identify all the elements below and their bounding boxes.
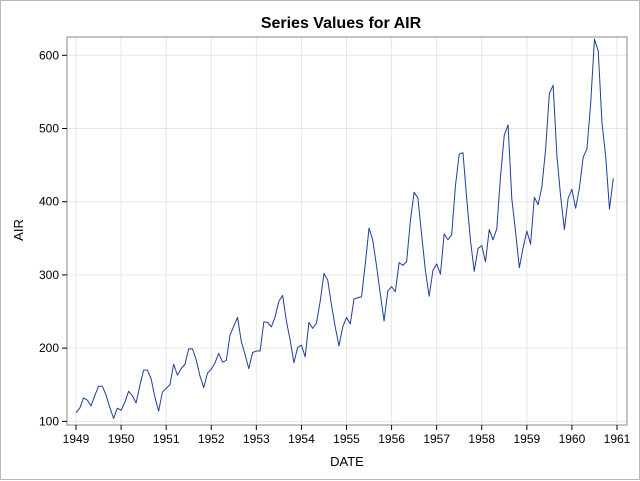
y-tick-label: 200 <box>39 341 59 355</box>
series-layer <box>75 38 614 419</box>
y-tick-label: 300 <box>39 268 59 282</box>
y-tick-label: 100 <box>39 414 59 428</box>
chart-title: Series Values for AIR <box>261 15 422 32</box>
y-tick-label: 600 <box>39 48 59 62</box>
x-tick-label: 1960 <box>559 432 586 446</box>
x-axis-label: DATE <box>330 454 364 469</box>
x-tick-label: 1961 <box>604 432 631 446</box>
series-line <box>75 38 614 419</box>
x-tick-label: 1949 <box>63 432 90 446</box>
x-tick-label: 1954 <box>288 432 315 446</box>
y-axis-label: AIR <box>11 219 26 241</box>
x-tick-label: 1950 <box>108 432 135 446</box>
axis-ticks: 100 200 300 400 500 600 1949 1950 1951 1952 1953 19… <box>39 48 631 446</box>
y-tick-label: 500 <box>39 122 59 136</box>
x-tick-label: 1955 <box>333 432 360 446</box>
x-tick-label: 1953 <box>243 432 270 446</box>
y-tick-label: 400 <box>39 195 59 209</box>
grid <box>67 37 627 425</box>
x-tick-label: 1958 <box>468 432 495 446</box>
x-tick-label: 1956 <box>378 432 405 446</box>
x-tick-label: 1952 <box>198 432 225 446</box>
x-tick-label: 1957 <box>423 432 450 446</box>
x-tick-label: 1951 <box>153 432 180 446</box>
x-tick-label: 1959 <box>513 432 540 446</box>
